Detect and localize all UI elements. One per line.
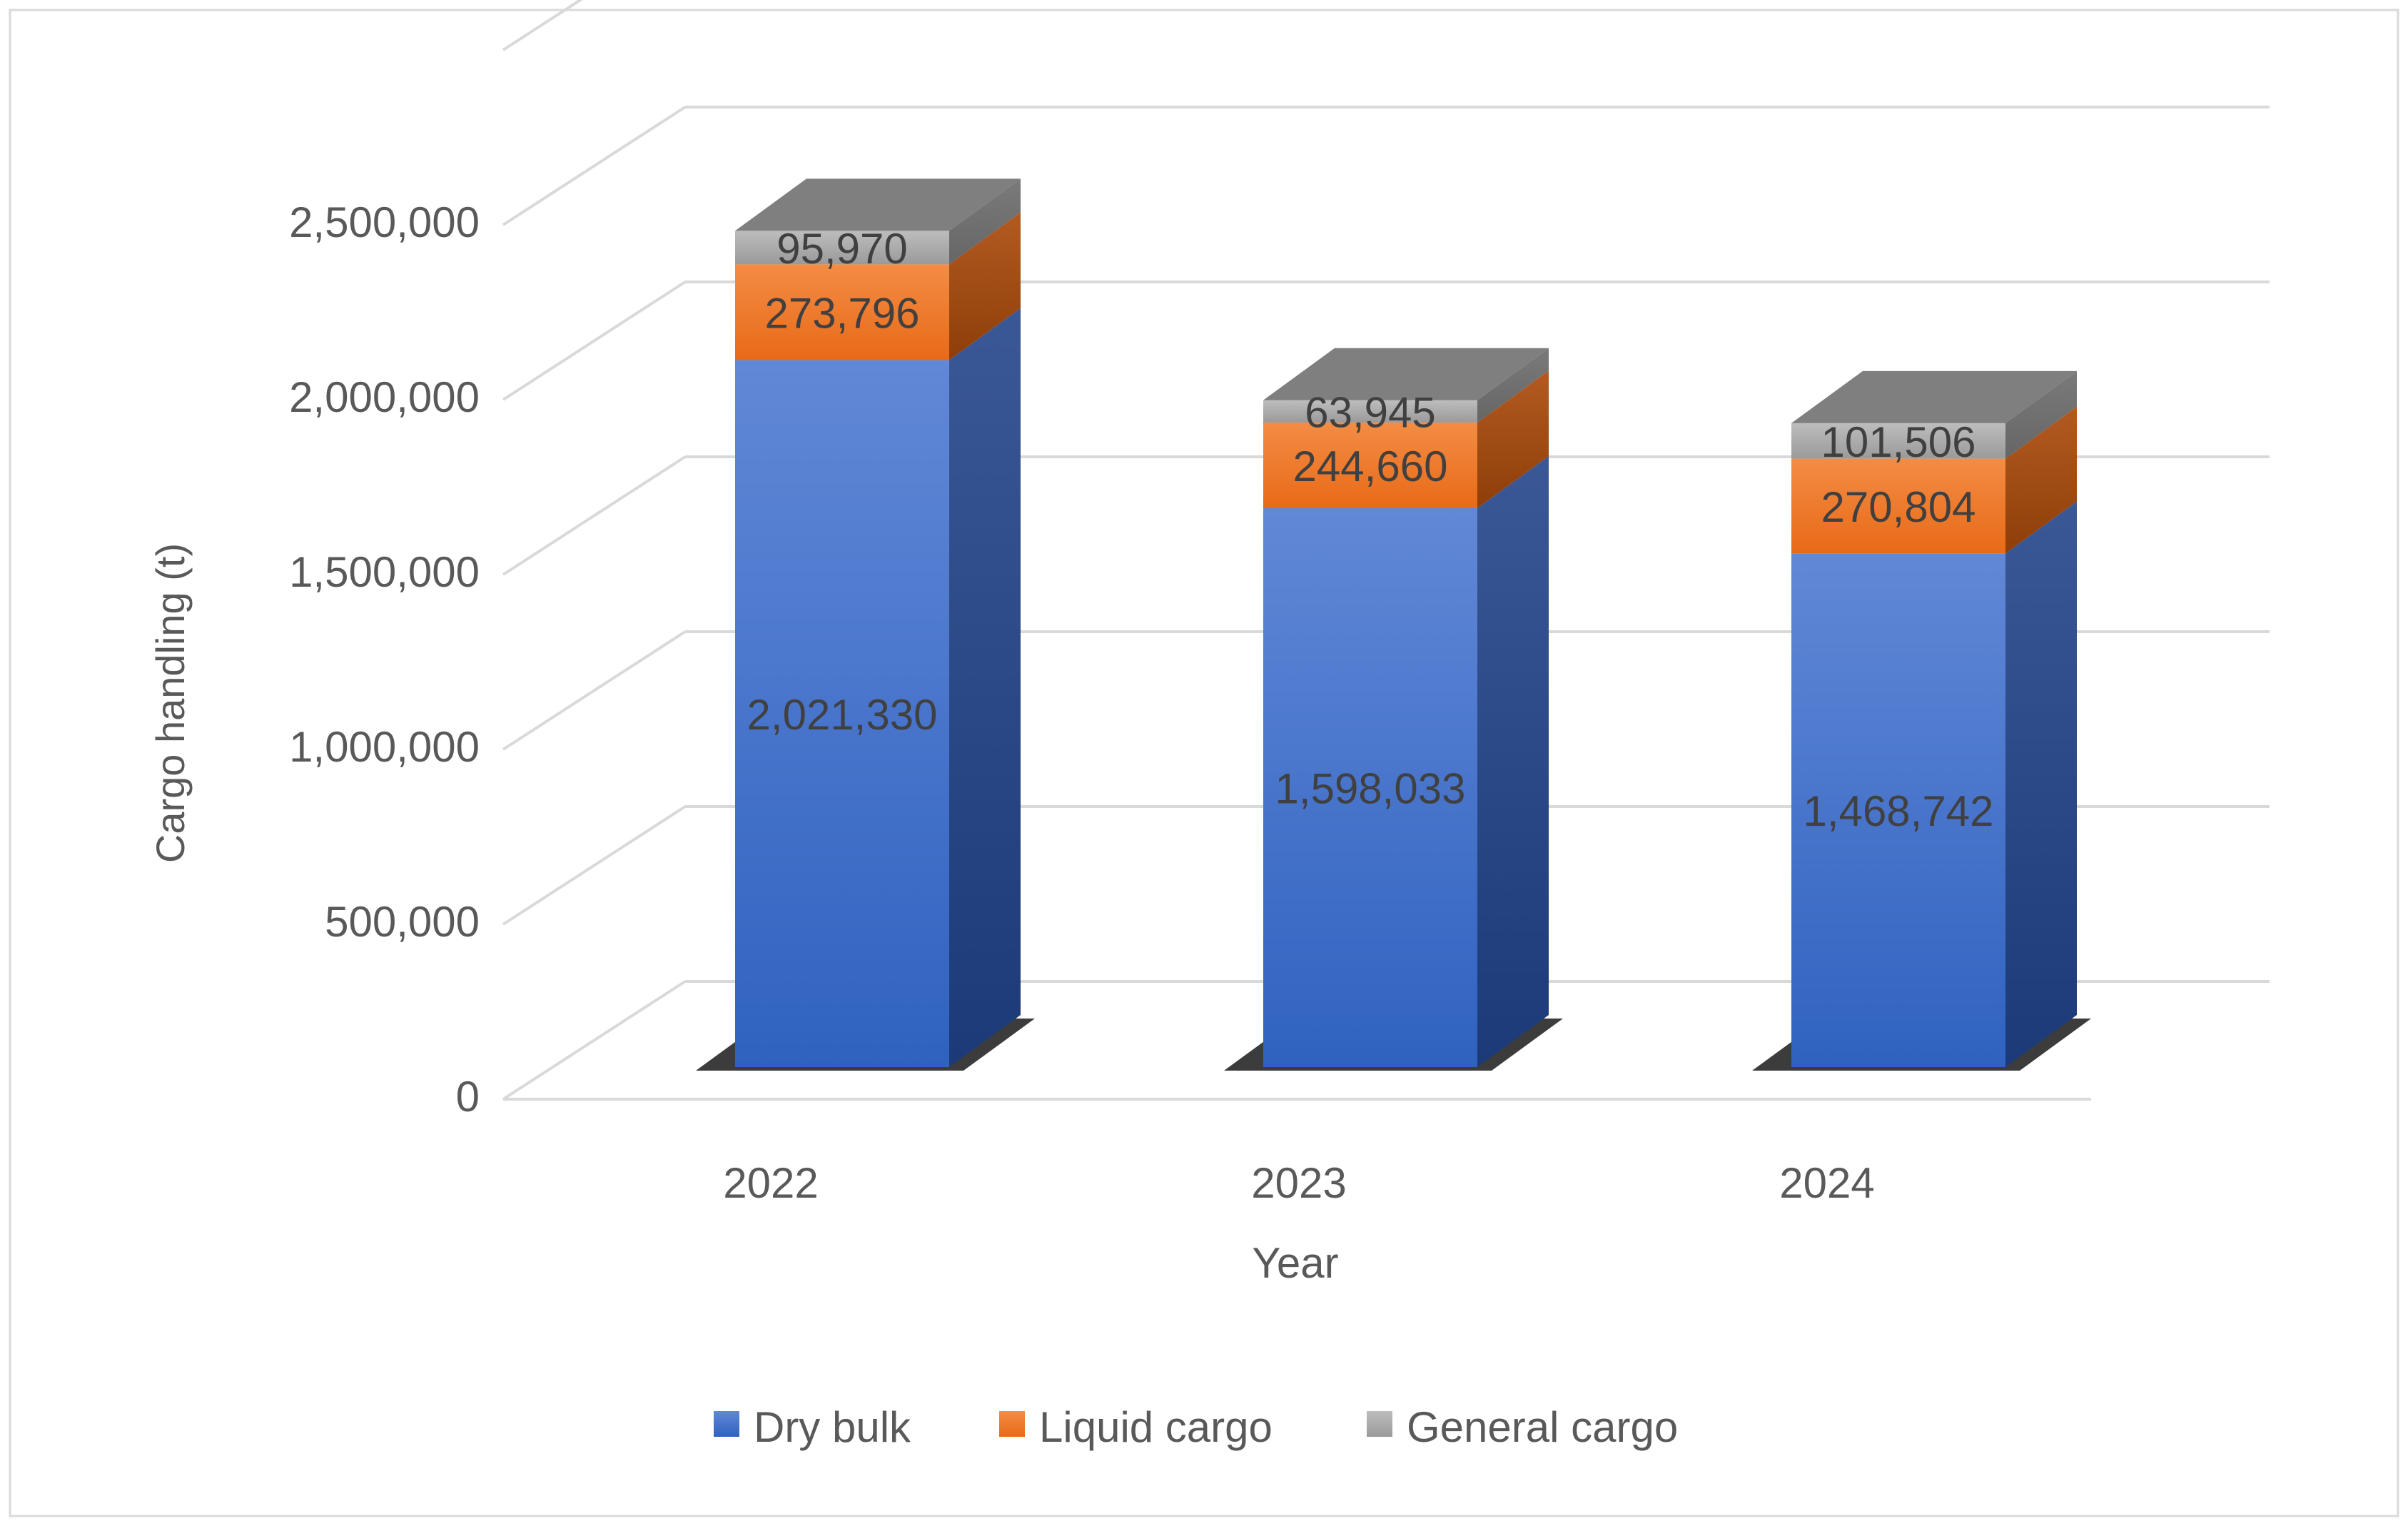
legend-entry: Dry bulk bbox=[754, 1403, 911, 1451]
gridline-diagonal bbox=[502, 630, 687, 751]
y-tick-label: 1,500,000 bbox=[289, 548, 480, 596]
data-label: 270,804 bbox=[1821, 483, 1976, 531]
x-tick-label: 2022 bbox=[723, 1159, 818, 1207]
data-label: 101,506 bbox=[1821, 418, 1976, 466]
y-tick-label: 0 bbox=[456, 1073, 480, 1121]
legend-entry: General cargo bbox=[1407, 1403, 1678, 1451]
bar-segment-side bbox=[949, 308, 1021, 1067]
data-label: 244,660 bbox=[1293, 443, 1448, 490]
bar-top bbox=[735, 178, 1021, 231]
gridline-diagonal bbox=[502, 980, 687, 1101]
legend-swatch bbox=[714, 1411, 739, 1437]
bar-top bbox=[1791, 370, 2077, 423]
x-axis-tick-labels: 2022 2023 2024 bbox=[723, 1159, 1874, 1207]
x-tick-label: 2023 bbox=[1251, 1159, 1346, 1207]
y-tick-label: 500,000 bbox=[325, 898, 480, 946]
bar-segment-side bbox=[2005, 370, 2077, 459]
data-label: 95,970 bbox=[776, 225, 908, 273]
gridline-diagonal bbox=[502, 805, 687, 926]
x-tick-label: 2024 bbox=[1779, 1159, 1874, 1207]
bar-segment-side bbox=[1477, 370, 1549, 508]
bar-segment bbox=[1791, 423, 2005, 459]
data-labels: 2,021,330 273,796 95,970 1,598,033 244,660 63… bbox=[747, 225, 1994, 835]
bar-segment bbox=[735, 264, 949, 360]
y-tick-label: 2,500,000 bbox=[289, 198, 480, 246]
legend-swatch bbox=[1367, 1411, 1392, 1437]
x-axis-label: Year bbox=[1252, 1239, 1338, 1287]
data-label: 273,796 bbox=[765, 289, 920, 337]
legend-swatch bbox=[999, 1411, 1025, 1437]
y-tick-label: 2,000,000 bbox=[289, 373, 480, 421]
gridline-diagonal bbox=[502, 106, 687, 226]
y-tick-label: 1,000,000 bbox=[289, 723, 480, 771]
bar-segment bbox=[1263, 400, 1477, 423]
gridline-diagonal bbox=[502, 281, 687, 401]
data-label: 2,021,330 bbox=[747, 691, 938, 739]
bar-segment-side bbox=[949, 212, 1021, 360]
bar-top bbox=[1263, 348, 1549, 400]
bar-segment-side bbox=[1477, 455, 1549, 1067]
gridline-diagonal bbox=[502, 455, 687, 576]
data-label: 63,945 bbox=[1305, 388, 1436, 436]
legend-entry: Liquid cargo bbox=[1039, 1403, 1273, 1451]
bar-segment bbox=[1263, 423, 1477, 508]
bar-segment bbox=[1791, 458, 2005, 554]
bars bbox=[696, 178, 2091, 1071]
bar-segment-side bbox=[2005, 406, 2077, 554]
bar-segment-side bbox=[2005, 501, 2077, 1067]
legend: Dry bulk Liquid cargo General cargo bbox=[714, 1403, 1678, 1451]
bar-segment bbox=[1263, 507, 1477, 1067]
data-label: 1,598,033 bbox=[1275, 764, 1466, 812]
bar-segment bbox=[735, 360, 949, 1067]
y-axis-tick-labels: 0 500,000 1,000,000 1,500,000 2,000,000 2,500… bbox=[289, 198, 480, 1121]
bar-segment-side bbox=[949, 178, 1021, 265]
y-axis-label: Cargo handling (t) bbox=[148, 543, 193, 863]
bar-segment bbox=[1791, 553, 2005, 1067]
bar-segment bbox=[735, 231, 949, 265]
data-label: 1,468,742 bbox=[1804, 787, 1994, 835]
gridline-diagonal bbox=[502, 0, 583, 51]
bar-segment-side bbox=[1477, 348, 1549, 423]
